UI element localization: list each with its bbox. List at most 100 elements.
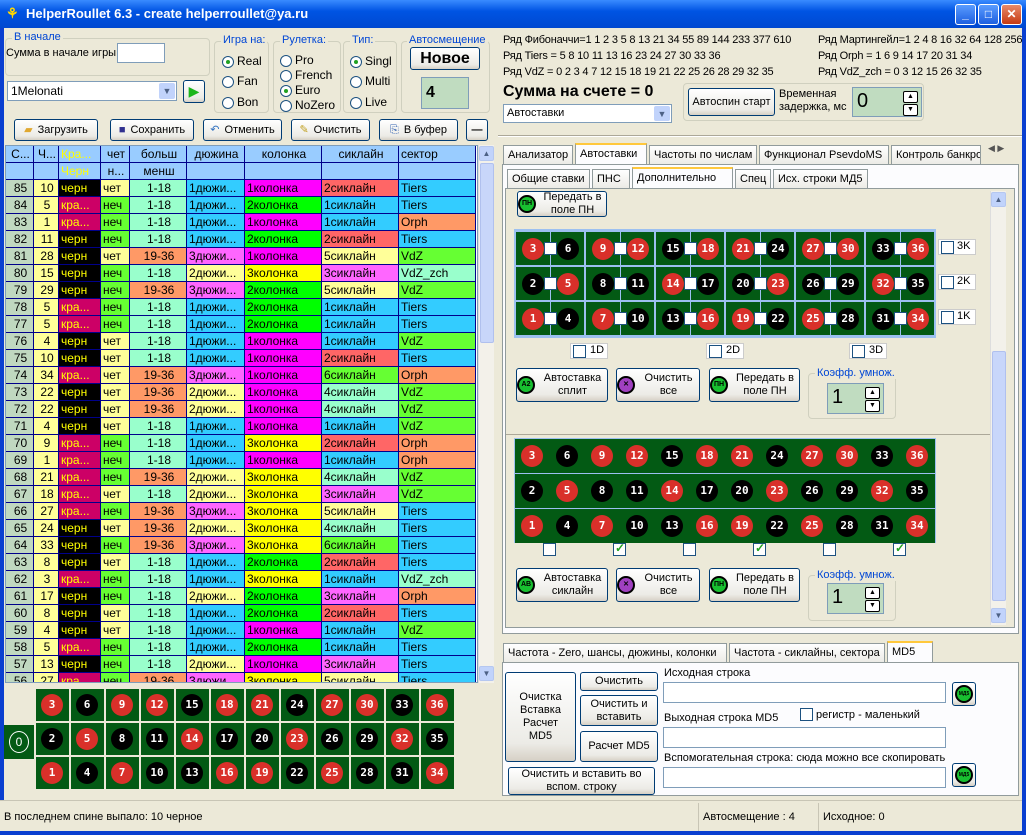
table-row[interactable]: 67 18 кра... чет 1-18 2дюжи... 3колонка 3сиклай…	[6, 486, 476, 503]
table-row[interactable]: 62 3 кра... неч 1-18 1дюжи... 3колонка 1сиклайн…	[6, 571, 476, 588]
tab-0[interactable]: Анализатор	[503, 145, 573, 164]
number-29[interactable]: 29	[837, 273, 859, 295]
number-34[interactable]: 34	[906, 515, 928, 537]
checkbox[interactable]	[709, 345, 722, 358]
tab-2[interactable]: Частоты по числам	[649, 145, 757, 164]
number-20[interactable]: 20	[732, 273, 754, 295]
spin-up-icon[interactable]: ▲	[903, 91, 918, 103]
number-30[interactable]: 30	[836, 445, 858, 467]
column-header[interactable]: С...	[6, 146, 34, 163]
number-21[interactable]: 21	[251, 694, 273, 716]
radio-button[interactable]	[280, 54, 292, 67]
checkbox[interactable]	[941, 311, 954, 324]
table-row[interactable]: 70 9 кра... неч 1-18 1дюжи... 3колонка 2сиклайн…	[6, 435, 476, 452]
panel-scrollbar[interactable]: ▲ ▼	[990, 191, 1006, 625]
number-14[interactable]: 14	[661, 480, 683, 502]
column-header[interactable]: Ч...	[34, 146, 59, 163]
split-checkbox[interactable]	[754, 312, 767, 325]
radio-button[interactable]	[222, 96, 234, 109]
number-21[interactable]: 21	[732, 238, 754, 260]
delay-spinner[interactable]: 0 ▲ ▼	[852, 87, 922, 117]
split-checkbox[interactable]	[614, 312, 627, 325]
dozen-check-3D[interactable]: 3D	[849, 343, 887, 359]
number-12[interactable]: 12	[146, 694, 168, 716]
number-11[interactable]: 11	[627, 273, 649, 295]
split-checkbox[interactable]	[824, 312, 837, 325]
tab-4[interactable]: Контроль банкрол	[891, 145, 981, 164]
column-header[interactable]: Кра...	[59, 146, 101, 163]
tab-3[interactable]: Функционал PsevdoMS	[759, 145, 889, 164]
table-row[interactable]: 65 24 черн чет 19-36 2дюжи... 3колонка 4сиклайн…	[6, 520, 476, 537]
dozen-check-1D[interactable]: 1D	[570, 343, 608, 359]
column-header[interactable]	[34, 163, 59, 180]
table-row[interactable]: 75 10 черн чет 1-18 1дюжи... 1колонка 2сиклайн T…	[6, 350, 476, 367]
coef-spinner[interactable]: 1 ▲ ▼	[827, 383, 884, 414]
scroll-up-icon[interactable]: ▲	[991, 192, 1006, 207]
number-8[interactable]: 8	[591, 480, 613, 502]
checkbox[interactable]	[941, 276, 954, 289]
column-header[interactable]: колонка	[245, 146, 322, 163]
md5-aux-button[interactable]: МД5	[952, 763, 976, 787]
output-input[interactable]	[663, 727, 946, 748]
column-header[interactable]: менш	[130, 163, 187, 180]
number-17[interactable]: 17	[696, 480, 718, 502]
scroll-down-icon[interactable]: ▼	[991, 608, 1006, 623]
radio-button[interactable]	[350, 55, 362, 68]
radio-button[interactable]	[280, 69, 292, 82]
split-checkbox[interactable]	[544, 277, 557, 290]
table-row[interactable]: 82 11 черн неч 1-18 1дюжи... 2колонка 2сиклайн T…	[6, 231, 476, 248]
number-1[interactable]: 1	[522, 308, 544, 330]
table-row[interactable]: 57 13 черн неч 1-18 2дюжи... 1колонка 3сиклайн T…	[6, 656, 476, 673]
tab-3[interactable]: Спец	[735, 169, 771, 188]
radio-bon[interactable]: Bon	[222, 95, 258, 109]
table-row[interactable]: 56 27 кра... неч 19-36 3дюжи... 3колонка 5сикла…	[6, 673, 476, 682]
auto-split-button[interactable]: A2 Автоставка сплит	[516, 368, 608, 402]
tab-scroll-arrows[interactable]: ◀ ▶	[988, 143, 1018, 159]
number-4[interactable]: 4	[556, 515, 578, 537]
radio-button[interactable]	[350, 75, 362, 88]
number-12[interactable]: 12	[627, 238, 649, 260]
scroll-thumb[interactable]	[992, 351, 1006, 601]
md5-calc-button[interactable]: Расчет MD5	[580, 731, 658, 762]
number-7[interactable]: 7	[111, 762, 133, 784]
split-checkbox[interactable]	[754, 277, 767, 290]
number-10[interactable]: 10	[627, 308, 649, 330]
column-header[interactable]: чет	[101, 146, 130, 163]
mode-select[interactable]: Автоставки ▼	[503, 104, 672, 123]
number-11[interactable]: 11	[626, 480, 648, 502]
split-checkbox[interactable]	[824, 242, 837, 255]
table-row[interactable]: 77 5 кра... неч 1-18 1дюжи... 2колонка 1сиклайн…	[6, 316, 476, 333]
number-15[interactable]: 15	[181, 694, 203, 716]
radio-fan[interactable]: Fan	[222, 74, 258, 88]
number-33[interactable]: 33	[391, 694, 413, 716]
row-check-3K[interactable]: 3K	[938, 239, 976, 255]
number-24[interactable]: 24	[766, 445, 788, 467]
column-header[interactable]: сектор	[399, 146, 476, 163]
dozen-check-2D[interactable]: 2D	[706, 343, 744, 359]
number-9[interactable]: 9	[591, 445, 613, 467]
table-row[interactable]: 79 29 черн неч 19-36 3дюжи... 2колонка 5сиклайн…	[6, 282, 476, 299]
number-27[interactable]: 27	[802, 238, 824, 260]
clear-button[interactable]: ✎ Очистить	[291, 119, 370, 141]
number-14[interactable]: 14	[181, 728, 203, 750]
split-checkbox[interactable]	[544, 242, 557, 255]
number-5[interactable]: 5	[556, 480, 578, 502]
scroll-up-icon[interactable]: ▲	[479, 146, 494, 161]
auto-sixline-button[interactable]: AB Автоставка сиклайн	[516, 568, 608, 602]
split-checkbox[interactable]	[614, 242, 627, 255]
table-row[interactable]: 58 5 кра... неч 1-18 1дюжи... 2колонка 1сиклайн…	[6, 639, 476, 656]
clear-all-2-button[interactable]: ✕ Очистить все	[616, 568, 700, 602]
column-header[interactable]	[399, 163, 476, 180]
number-35[interactable]: 35	[907, 273, 929, 295]
number-33[interactable]: 33	[871, 445, 893, 467]
number-32[interactable]: 32	[391, 728, 413, 750]
table-row[interactable]: 59 4 черн чет 1-18 1дюжи... 1колонка 1сиклайн Vd…	[6, 622, 476, 639]
number-8[interactable]: 8	[111, 728, 133, 750]
split-checkbox[interactable]	[684, 312, 697, 325]
radio-french[interactable]: French	[280, 68, 332, 82]
table-row[interactable]: 66 27 кра... неч 19-36 3дюжи... 3колонка 5сикла…	[6, 503, 476, 520]
table-row[interactable]: 72 22 черн чет 19-36 2дюжи... 1колонка 4сиклайн…	[6, 401, 476, 418]
sixline-checkbox[interactable]	[893, 541, 906, 556]
lowercase-checkbox[interactable]	[800, 708, 813, 721]
number-24[interactable]: 24	[286, 694, 308, 716]
